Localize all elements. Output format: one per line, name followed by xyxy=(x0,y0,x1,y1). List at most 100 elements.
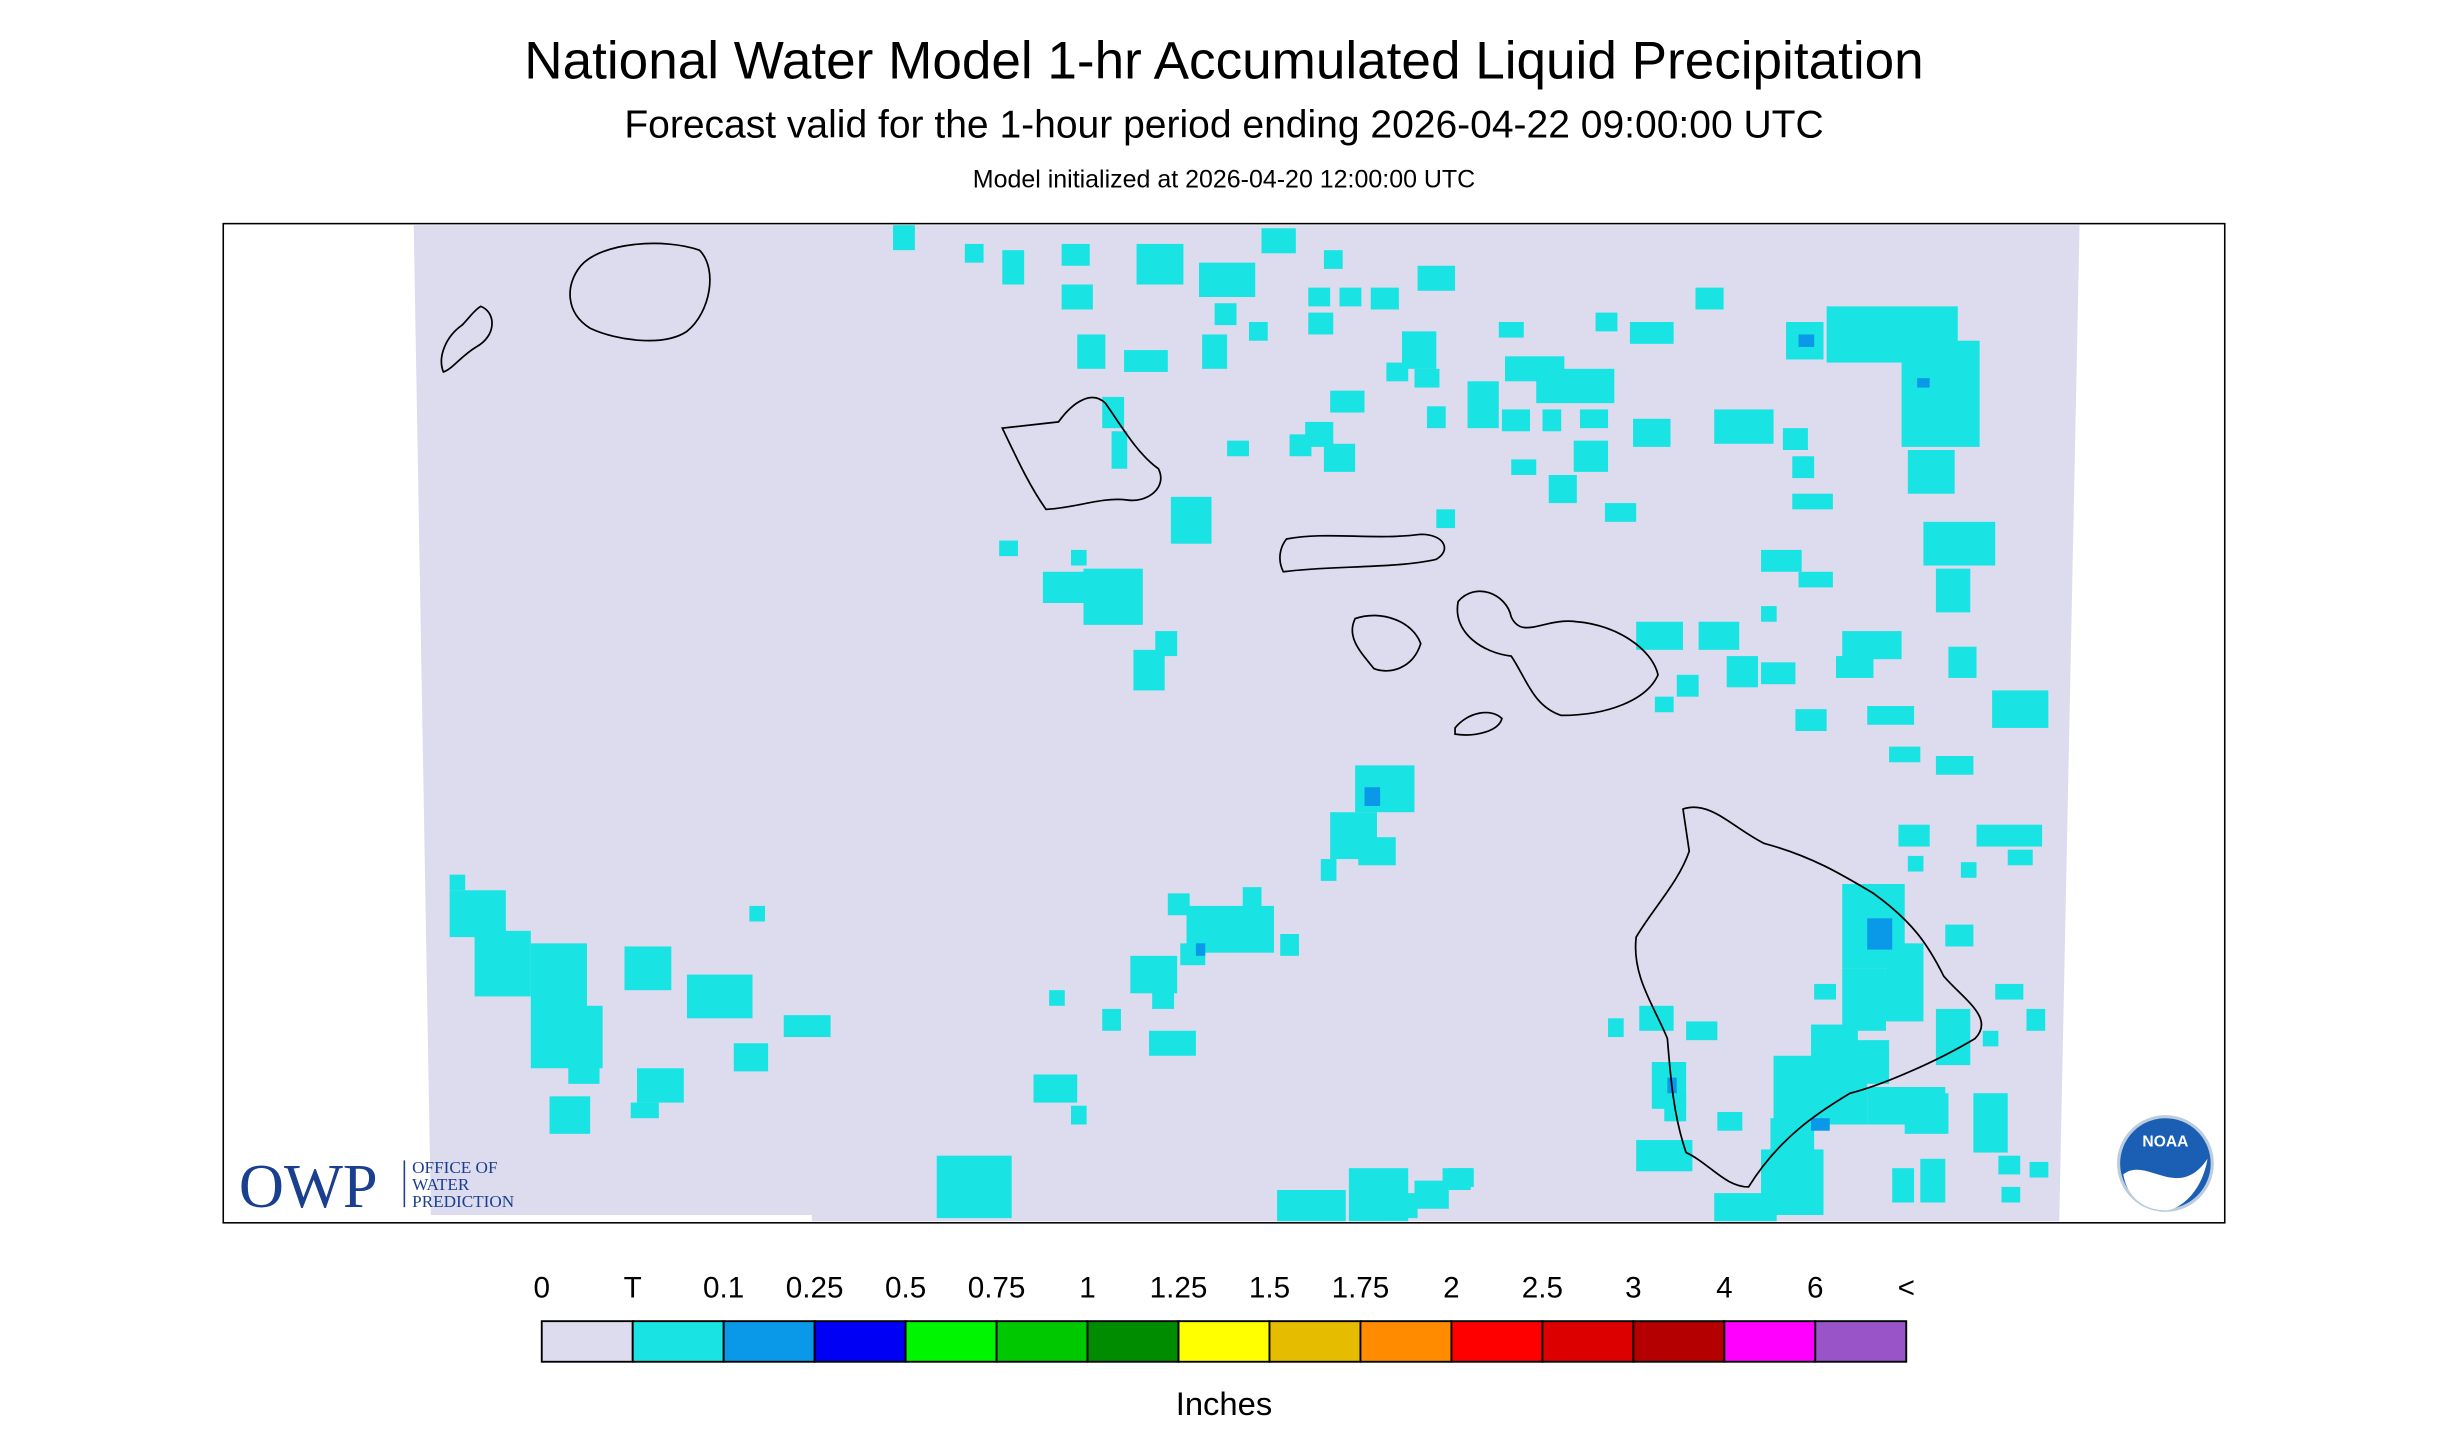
precip-area xyxy=(2001,1186,2021,1203)
heavier-precip-area xyxy=(1867,918,1893,950)
precip-area xyxy=(1330,390,1365,413)
precip-area xyxy=(1133,649,1165,691)
precip-area xyxy=(1323,250,1343,269)
precip-area xyxy=(568,1062,600,1084)
precip-area xyxy=(1992,690,2049,728)
heavier-precip-area xyxy=(1811,1118,1830,1131)
precip-area xyxy=(1792,493,1833,510)
precip-area xyxy=(1542,409,1562,432)
colorbar-swatch xyxy=(1632,1320,1726,1363)
precip-area xyxy=(1698,621,1740,650)
precip-area xyxy=(1111,431,1128,469)
colorbar-swatch xyxy=(1450,1320,1544,1363)
colorbar-label: 0 xyxy=(533,1272,550,1305)
precip-area xyxy=(1033,1074,1078,1103)
precip-area xyxy=(1639,1005,1674,1031)
precip-area xyxy=(1792,456,1815,479)
precip-area xyxy=(1714,409,1774,444)
precip-area xyxy=(1167,893,1190,916)
colorbar-label: 1.75 xyxy=(1332,1272,1390,1305)
precip-area xyxy=(964,243,984,263)
precip-areas xyxy=(449,225,2049,1222)
colorbar-label: 2.5 xyxy=(1522,1272,1563,1305)
kahoolawe xyxy=(1454,711,1503,736)
precip-area xyxy=(2026,1008,2046,1031)
precip-area xyxy=(1355,765,1415,813)
precip-area xyxy=(1061,284,1093,310)
precip-area xyxy=(1726,656,1758,688)
precip-area xyxy=(1892,1168,1915,1203)
precip-area xyxy=(1629,321,1674,344)
precip-area xyxy=(1323,443,1356,472)
precip-area xyxy=(1782,428,1808,451)
precip-area xyxy=(1320,859,1337,881)
precip-area xyxy=(1923,521,1996,566)
precip-area xyxy=(1695,287,1724,310)
colorbar-swatch xyxy=(540,1320,634,1363)
precip-area xyxy=(530,943,588,1009)
precip-area xyxy=(1573,440,1609,472)
precip-area xyxy=(2007,849,2033,866)
precip-area xyxy=(1995,983,2024,1000)
precip-area xyxy=(1436,509,1456,529)
precip-area xyxy=(1308,287,1331,307)
precip-area xyxy=(1973,1093,2008,1153)
colorbar-swatch xyxy=(1814,1320,1908,1363)
precip-area xyxy=(1136,243,1184,285)
precip-area xyxy=(1202,334,1228,369)
colorbar-label: 0.25 xyxy=(786,1272,844,1305)
colorbar-swatch xyxy=(813,1320,907,1363)
precip-area xyxy=(1102,1008,1121,1031)
precip-area xyxy=(1002,250,1025,285)
precip-area xyxy=(1049,990,1065,1006)
heavier-precip-area xyxy=(1364,787,1381,806)
precip-area xyxy=(1795,709,1827,732)
precip-area xyxy=(449,890,506,938)
precip-area xyxy=(1836,656,1874,678)
precip-area xyxy=(1061,243,1090,266)
precip-area xyxy=(1948,646,1977,678)
precip-area xyxy=(1199,262,1256,298)
precip-area xyxy=(1907,450,1955,494)
precip-area xyxy=(1798,571,1833,588)
precip-area xyxy=(1633,418,1671,447)
precip-area xyxy=(1467,381,1499,429)
precip-area xyxy=(1898,824,1930,847)
precip-area xyxy=(1960,862,1977,878)
noaa-text: NOAA xyxy=(2142,1133,2188,1150)
colorbar-swatch xyxy=(1723,1320,1817,1363)
precip-area xyxy=(1414,368,1440,388)
colorbar-label: 0.5 xyxy=(885,1272,926,1305)
precip-area xyxy=(1152,987,1175,1009)
legend-unit: Inches xyxy=(1176,1385,1273,1422)
precip-area xyxy=(1083,568,1143,625)
precip-area xyxy=(530,1005,603,1069)
colorbar-label: T xyxy=(624,1272,642,1305)
precip-area xyxy=(1124,350,1168,372)
owp-line: PREDICTION xyxy=(412,1192,514,1211)
precip-field xyxy=(413,225,2080,1222)
precip-area xyxy=(1417,265,1456,291)
precip-area xyxy=(1904,1093,1949,1134)
precip-area xyxy=(1214,303,1237,326)
colorbar-label: 1.25 xyxy=(1150,1272,1208,1305)
heavier-precip-area xyxy=(1798,334,1815,347)
precip-area xyxy=(1717,1111,1743,1131)
colorbar-label: 3 xyxy=(1625,1272,1642,1305)
precip-area xyxy=(636,1068,684,1103)
hawaii xyxy=(1634,806,1983,1188)
colorbar-label: < xyxy=(1898,1272,1915,1305)
colorbar-label: 0.1 xyxy=(703,1272,744,1305)
precip-area xyxy=(1945,924,1974,947)
precip-area xyxy=(1889,746,1921,763)
colorbar-swatch xyxy=(904,1320,998,1363)
precip-area xyxy=(1280,933,1299,956)
noaa-logo: NOAA xyxy=(2117,1115,2214,1212)
precip-area xyxy=(1761,606,1777,622)
precip-area xyxy=(1358,837,1396,866)
precip-area xyxy=(1920,1158,1946,1203)
init-time: Model initialized at 2026-04-20 12:00:00… xyxy=(973,166,1475,194)
precip-area xyxy=(1686,1021,1718,1041)
colorbar-label: 2 xyxy=(1443,1272,1459,1305)
precip-area xyxy=(1511,459,1537,475)
